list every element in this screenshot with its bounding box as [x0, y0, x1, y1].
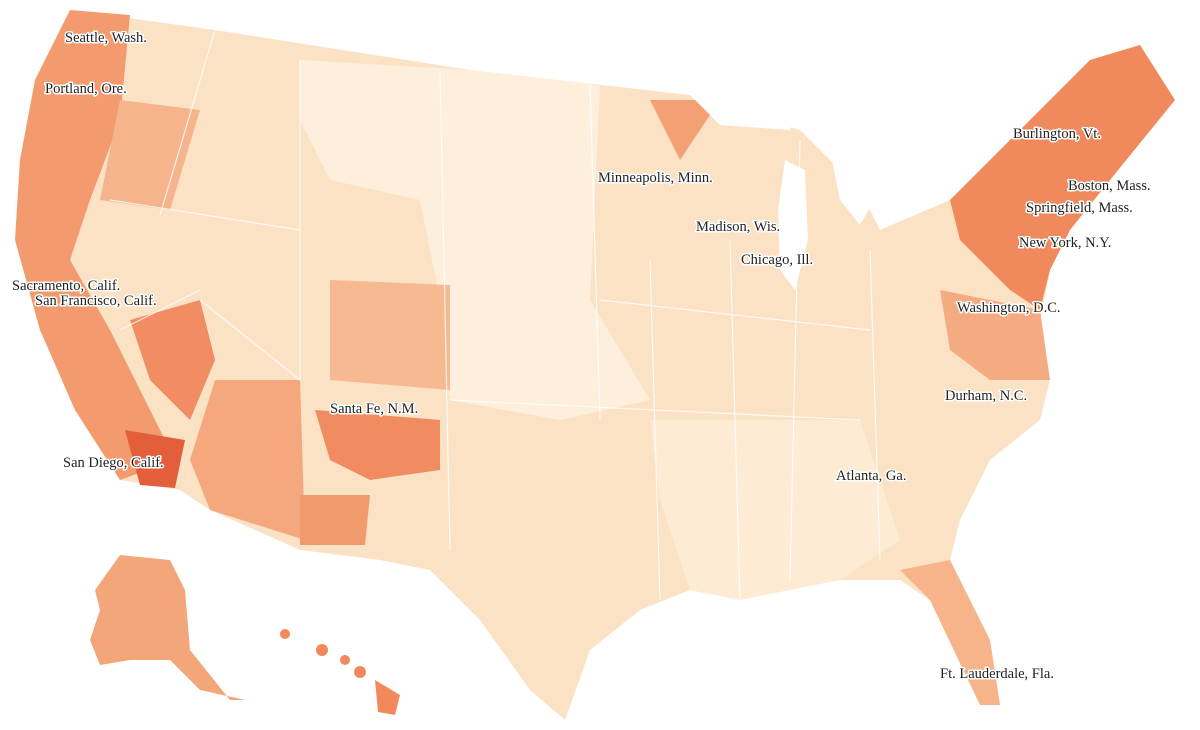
- lake-superior: [690, 95, 800, 130]
- map-shapes: [15, 10, 1175, 720]
- city-label: Washington, D.C.: [957, 300, 1061, 316]
- plains: [300, 60, 650, 420]
- west-coast: [15, 10, 175, 480]
- florida: [900, 560, 1000, 705]
- city-label: Burlington, Vt.: [1013, 126, 1101, 142]
- city-label: Portland, Ore.: [45, 81, 127, 97]
- oregon: [100, 100, 200, 210]
- arizona: [190, 380, 305, 540]
- city-label: Sacramento, Calif.: [12, 278, 120, 294]
- new-mexico-south: [300, 495, 370, 545]
- mid-atlantic: [940, 290, 1050, 380]
- southern-calif: [125, 430, 185, 488]
- city-label: San Francisco, Calif.: [35, 293, 157, 309]
- city-label: Seattle, Wash.: [65, 30, 147, 46]
- city-label: Boston, Mass.: [1068, 178, 1151, 194]
- nevada: [130, 300, 215, 420]
- city-label: Chicago, Ill.: [741, 252, 813, 268]
- new-mexico: [315, 410, 440, 480]
- lake-michigan: [778, 160, 808, 290]
- state-borders: [109, 29, 881, 601]
- colorado: [330, 280, 450, 390]
- city-label: Atlanta, Ga.: [836, 468, 906, 484]
- city-label: Ft. Lauderdale, Fla.: [940, 666, 1054, 682]
- city-label: New York, N.Y.: [1019, 235, 1111, 251]
- minnesota-arrowhead: [650, 100, 720, 160]
- northeast: [950, 45, 1175, 310]
- city-labels: Seattle, Wash. Portland, Ore. Sacramento, …: [11, 29, 1153, 684]
- city-label: Springfield, Mass.: [1026, 200, 1133, 216]
- city-label: San Diego, Calif.: [63, 455, 164, 471]
- city-label: Minneapolis, Minn.: [598, 170, 713, 186]
- lake-huron: [830, 150, 880, 225]
- city-label: Santa Fe, N.M.: [330, 401, 418, 417]
- city-label: Madison, Wis.: [696, 219, 780, 235]
- alaska: [90, 555, 245, 700]
- hawaii: [280, 629, 400, 715]
- city-label: Durham, N.C.: [945, 388, 1027, 404]
- south: [650, 420, 900, 600]
